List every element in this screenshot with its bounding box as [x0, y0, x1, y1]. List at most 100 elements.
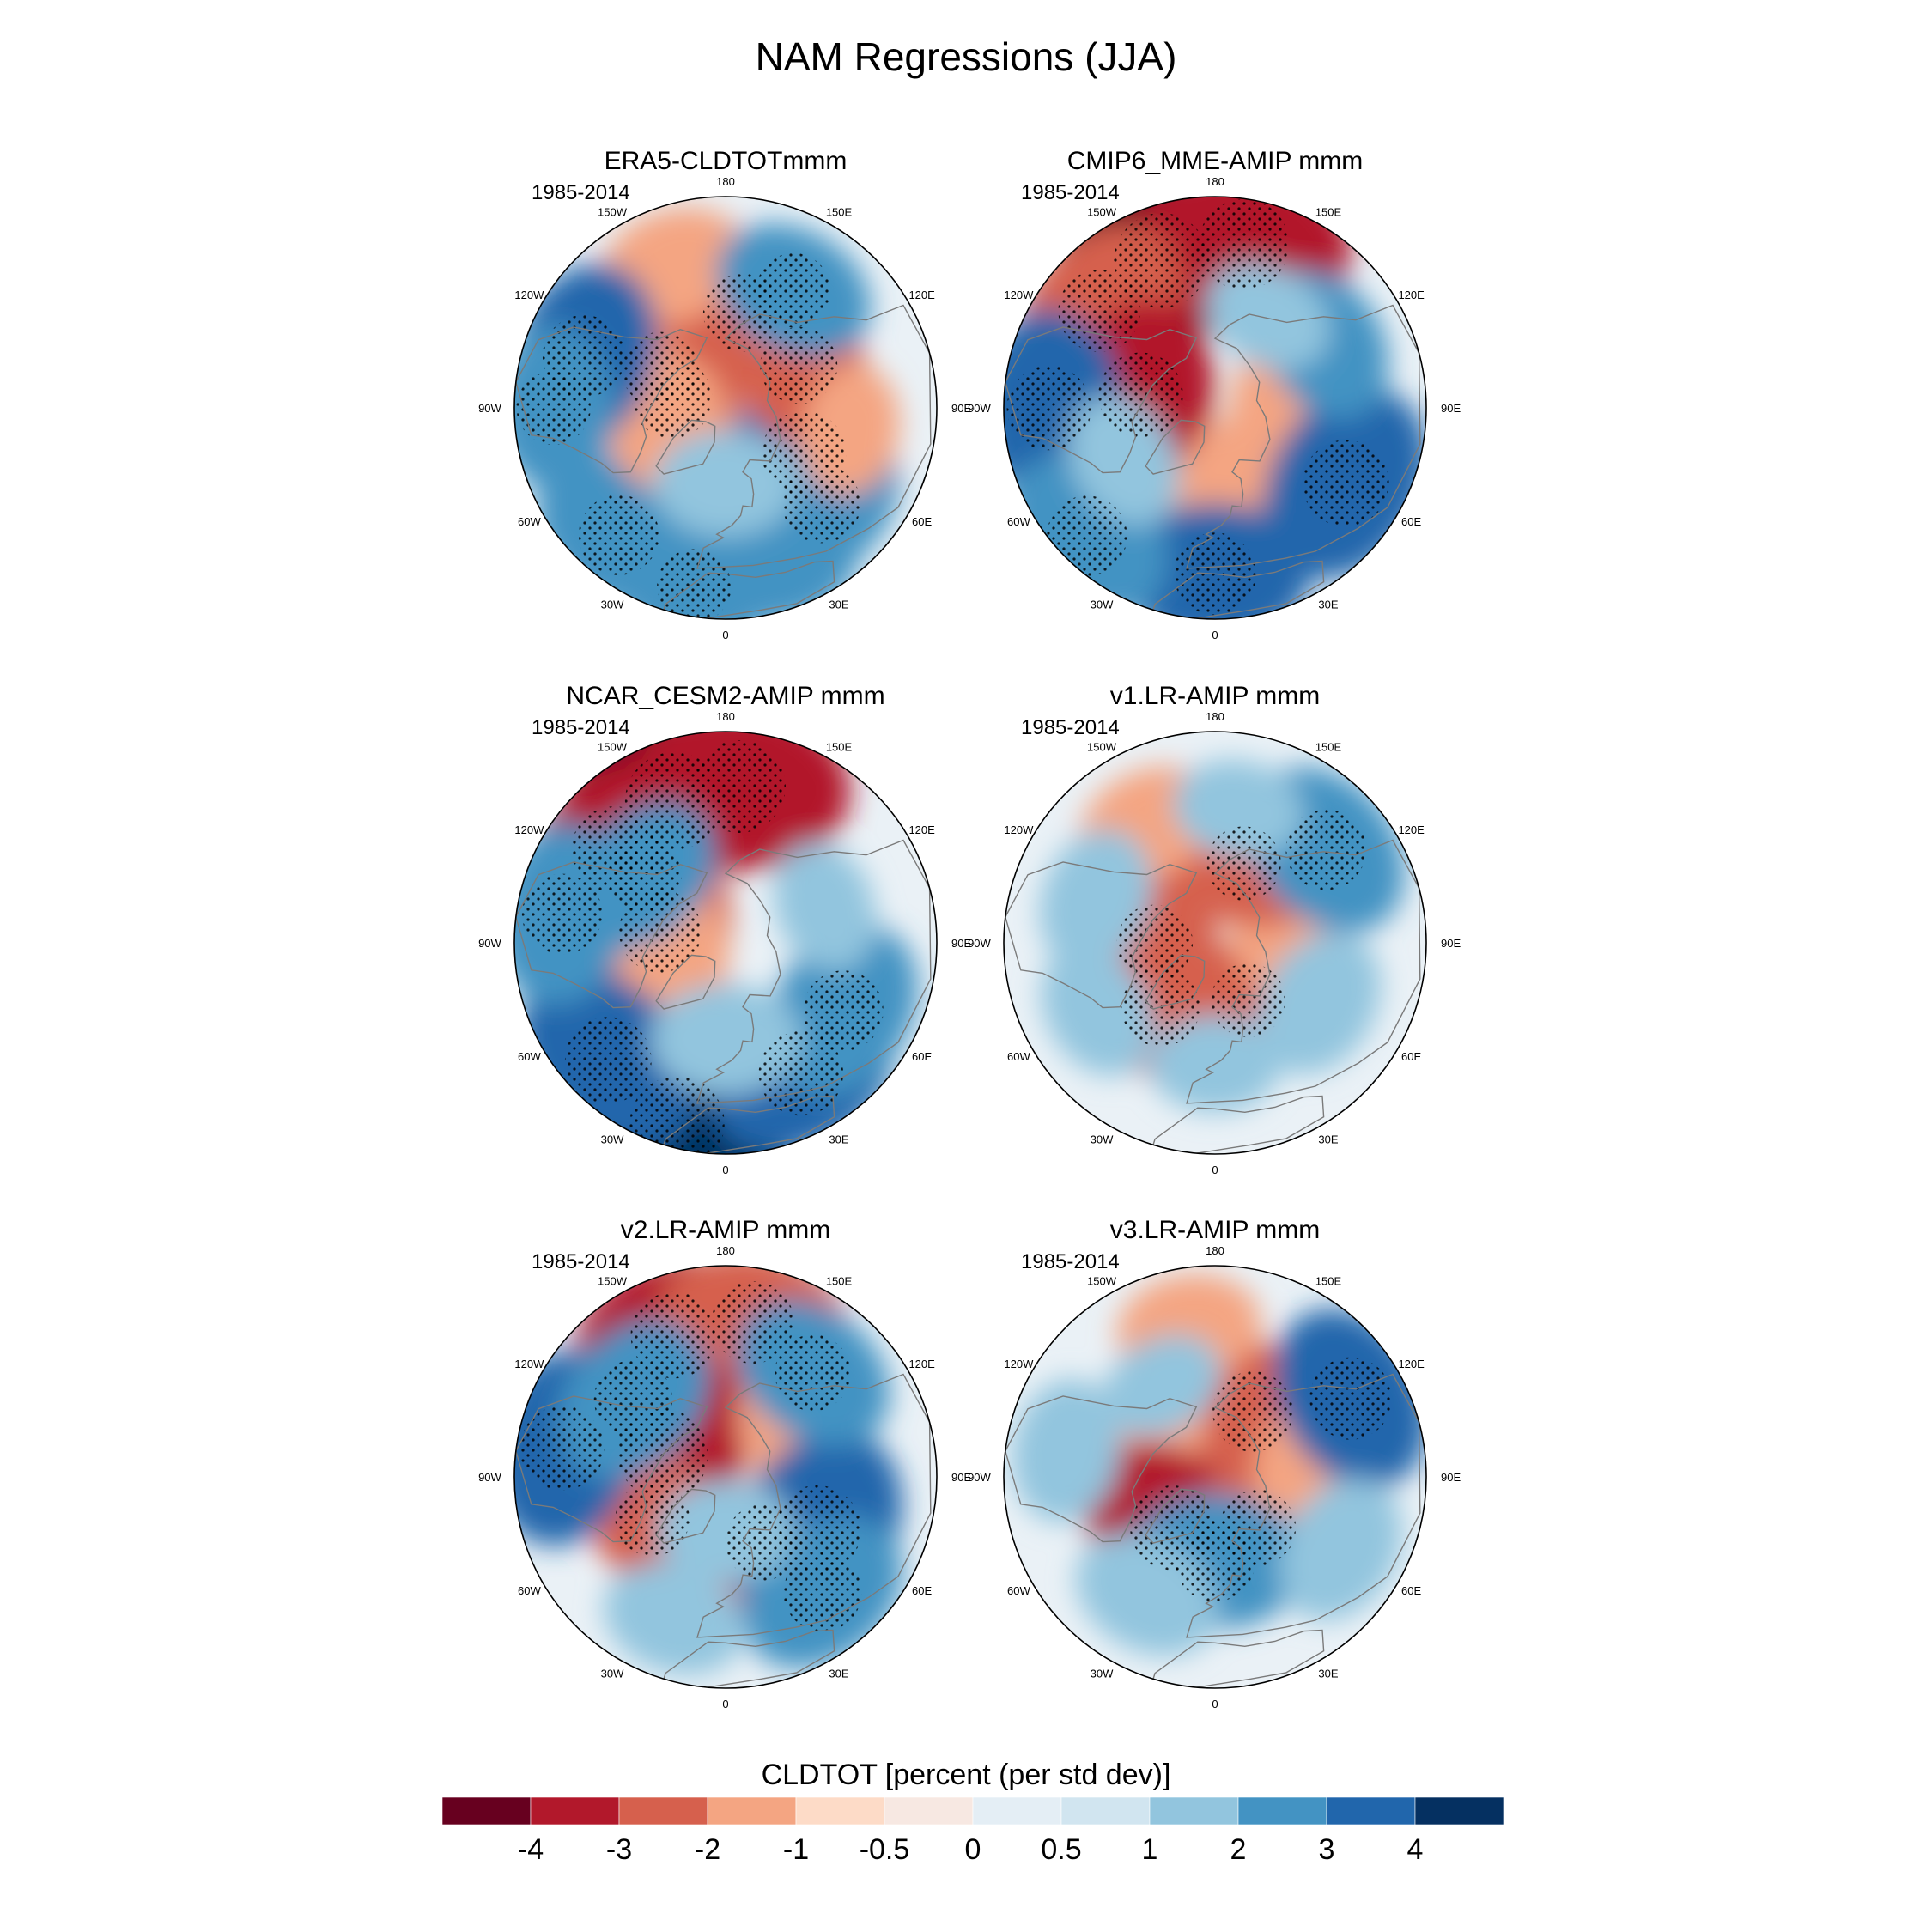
- panel-title: NCAR_CESM2-AMIP mmm: [566, 682, 884, 710]
- colorbar-tick-label: 4: [1407, 1833, 1424, 1866]
- colorbar-swatch: [441, 1796, 532, 1826]
- longitude-label: 90W: [968, 1471, 991, 1484]
- coastline: [1005, 861, 1198, 1009]
- field-anomaly: [1173, 759, 1304, 859]
- longitude-label: 0: [1212, 629, 1218, 641]
- longitude-label: 150W: [598, 740, 628, 753]
- stipple-region: [1047, 495, 1127, 576]
- coastline: [696, 304, 932, 569]
- stipple-region: [615, 1482, 690, 1557]
- colorbar-swatch: [972, 1796, 1062, 1826]
- longitude-label: 30W: [601, 598, 624, 611]
- longitude-labels: 180 150E 120E 90E 60E 30E 0 30W 60W 90W 120W 150W: [478, 710, 971, 1176]
- longitude-label: 120W: [1004, 823, 1034, 836]
- field-anomaly: [1012, 1378, 1121, 1523]
- panel-period: 1985-2014: [532, 716, 630, 739]
- longitude-label: 60E: [1401, 515, 1421, 528]
- longitude-label: 120E: [1398, 823, 1425, 836]
- longitude-label: 30E: [829, 1668, 848, 1680]
- colorbar-swatch: [707, 1796, 797, 1826]
- longitude-label: 60W: [518, 1050, 541, 1063]
- significance-stippling: [519, 1281, 862, 1632]
- longitude-label: 120W: [1004, 289, 1034, 301]
- longitude-label: 0: [722, 629, 728, 641]
- panel-title: CMIP6_MME-AMIP mmm: [1067, 147, 1363, 175]
- colorbar-tick-label: -2: [695, 1833, 720, 1866]
- longitude-label: 60W: [1007, 1584, 1030, 1597]
- longitude-labels: 180 150E 120E 90E 60E 30E 0 30W 60W 90W 120W 150W: [478, 175, 971, 641]
- map-panel: v1.LR-AMIP mmm 1985-2014 180 150E 120E 90E 60E…: [968, 682, 1461, 1176]
- significance-stippling: [1130, 1357, 1393, 1602]
- map-boundary: [513, 196, 938, 620]
- longitude-label: 30W: [1091, 1668, 1114, 1680]
- stipple-region: [622, 331, 699, 409]
- stipple-region: [657, 549, 732, 619]
- longitude-label: 150E: [826, 740, 853, 753]
- panel-period: 1985-2014: [532, 1250, 630, 1273]
- longitude-label: 180: [716, 1244, 735, 1257]
- stipple-region: [516, 370, 591, 446]
- map-boundary: [513, 1265, 938, 1689]
- longitude-label: 60E: [912, 515, 932, 528]
- stipple-region: [1206, 826, 1281, 901]
- field-anomaly: [1041, 945, 1154, 1076]
- longitude-label: 60E: [1401, 1584, 1421, 1597]
- stipple-region: [1211, 963, 1285, 1038]
- colorbar-swatch: [1326, 1796, 1416, 1826]
- colorbar-tick-label: -4: [518, 1833, 544, 1866]
- panel-title: v2.LR-AMIP mmm: [621, 1216, 830, 1244]
- colorbar-swatch: [1149, 1796, 1239, 1826]
- colorbar-tick-label: -1: [783, 1833, 809, 1866]
- map-panels: ERA5-CLDTOTmmm 1985-2014 180 150E 120E 90E 60E…: [478, 147, 1461, 1710]
- map-panel: NCAR_CESM2-AMIP mmm 1985-2014 180 150E 120E 9…: [478, 682, 971, 1176]
- stipple-region: [593, 1360, 672, 1439]
- panel-period: 1985-2014: [532, 181, 630, 204]
- field-anomaly: [1206, 263, 1330, 370]
- colorbar-swatch: [530, 1796, 620, 1826]
- stipple-region: [782, 465, 861, 544]
- colorbar-tick-label: -3: [606, 1833, 632, 1866]
- colorbar-tick-label: 3: [1319, 1833, 1335, 1866]
- longitude-label: 120E: [908, 823, 935, 836]
- longitude-label: 150W: [598, 205, 628, 218]
- stipple-region: [775, 1334, 852, 1412]
- stipple-region: [760, 326, 838, 404]
- stipple-region: [629, 1076, 725, 1154]
- coastline: [515, 326, 708, 474]
- longitude-label: 120W: [514, 289, 544, 301]
- coastline: [1145, 954, 1206, 1010]
- colorbar-swatch: [1060, 1796, 1151, 1826]
- colorbar-tick-label: 0.5: [1041, 1833, 1081, 1866]
- stipple-region: [630, 1291, 718, 1379]
- longitude-label: 30E: [829, 1133, 848, 1146]
- longitude-label: 60W: [518, 515, 541, 528]
- stipple-region: [1309, 1357, 1393, 1440]
- stipple-region: [1098, 352, 1183, 437]
- longitude-label: 120W: [514, 1358, 544, 1370]
- panel-title: v1.LR-AMIP mmm: [1110, 682, 1320, 710]
- colorbar-swatch: [884, 1796, 974, 1826]
- field-anomaly: [1258, 932, 1382, 1075]
- longitude-label: 120W: [514, 823, 544, 836]
- panel-period: 1985-2014: [1021, 1250, 1120, 1273]
- longitude-label: 30E: [829, 598, 848, 611]
- longitude-label: 60E: [912, 1050, 932, 1063]
- field-anomaly: [774, 842, 877, 971]
- map-boundary: [1003, 731, 1427, 1155]
- map-panel: CMIP6_MME-AMIP mmm 1985-2014 180 150E 120E 90…: [968, 147, 1461, 641]
- stipple-region: [521, 873, 603, 955]
- colorbar-swatch: [1414, 1796, 1504, 1826]
- longitude-label: 120E: [1398, 1358, 1425, 1370]
- longitude-label: 150E: [826, 1274, 853, 1287]
- longitude-label: 60E: [912, 1584, 932, 1597]
- longitude-label: 60E: [1401, 1050, 1421, 1063]
- coastline: [1005, 1395, 1198, 1543]
- longitude-label: 90E: [1441, 402, 1461, 415]
- stipple-region: [1114, 213, 1209, 308]
- longitude-label: 180: [1206, 175, 1224, 188]
- map-boundary: [1003, 196, 1427, 620]
- coastline: [1186, 1373, 1421, 1638]
- longitude-label: 90W: [478, 1471, 501, 1484]
- field-anomaly: [1279, 1478, 1402, 1621]
- stipple-region: [756, 252, 831, 328]
